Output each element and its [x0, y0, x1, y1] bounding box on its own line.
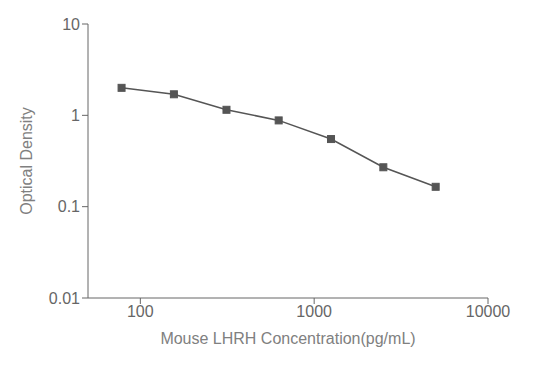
- svg-text:10: 10: [62, 16, 80, 33]
- svg-text:0.01: 0.01: [49, 290, 80, 307]
- svg-text:1000: 1000: [296, 303, 332, 320]
- svg-text:100: 100: [127, 303, 154, 320]
- svg-text:Mouse LHRH Concentration(pg/mL: Mouse LHRH Concentration(pg/mL): [160, 330, 415, 347]
- svg-text:Optical Density: Optical Density: [18, 107, 35, 215]
- svg-text:10000: 10000: [466, 303, 511, 320]
- svg-text:0.1: 0.1: [58, 198, 80, 215]
- svg-text:1: 1: [71, 107, 80, 124]
